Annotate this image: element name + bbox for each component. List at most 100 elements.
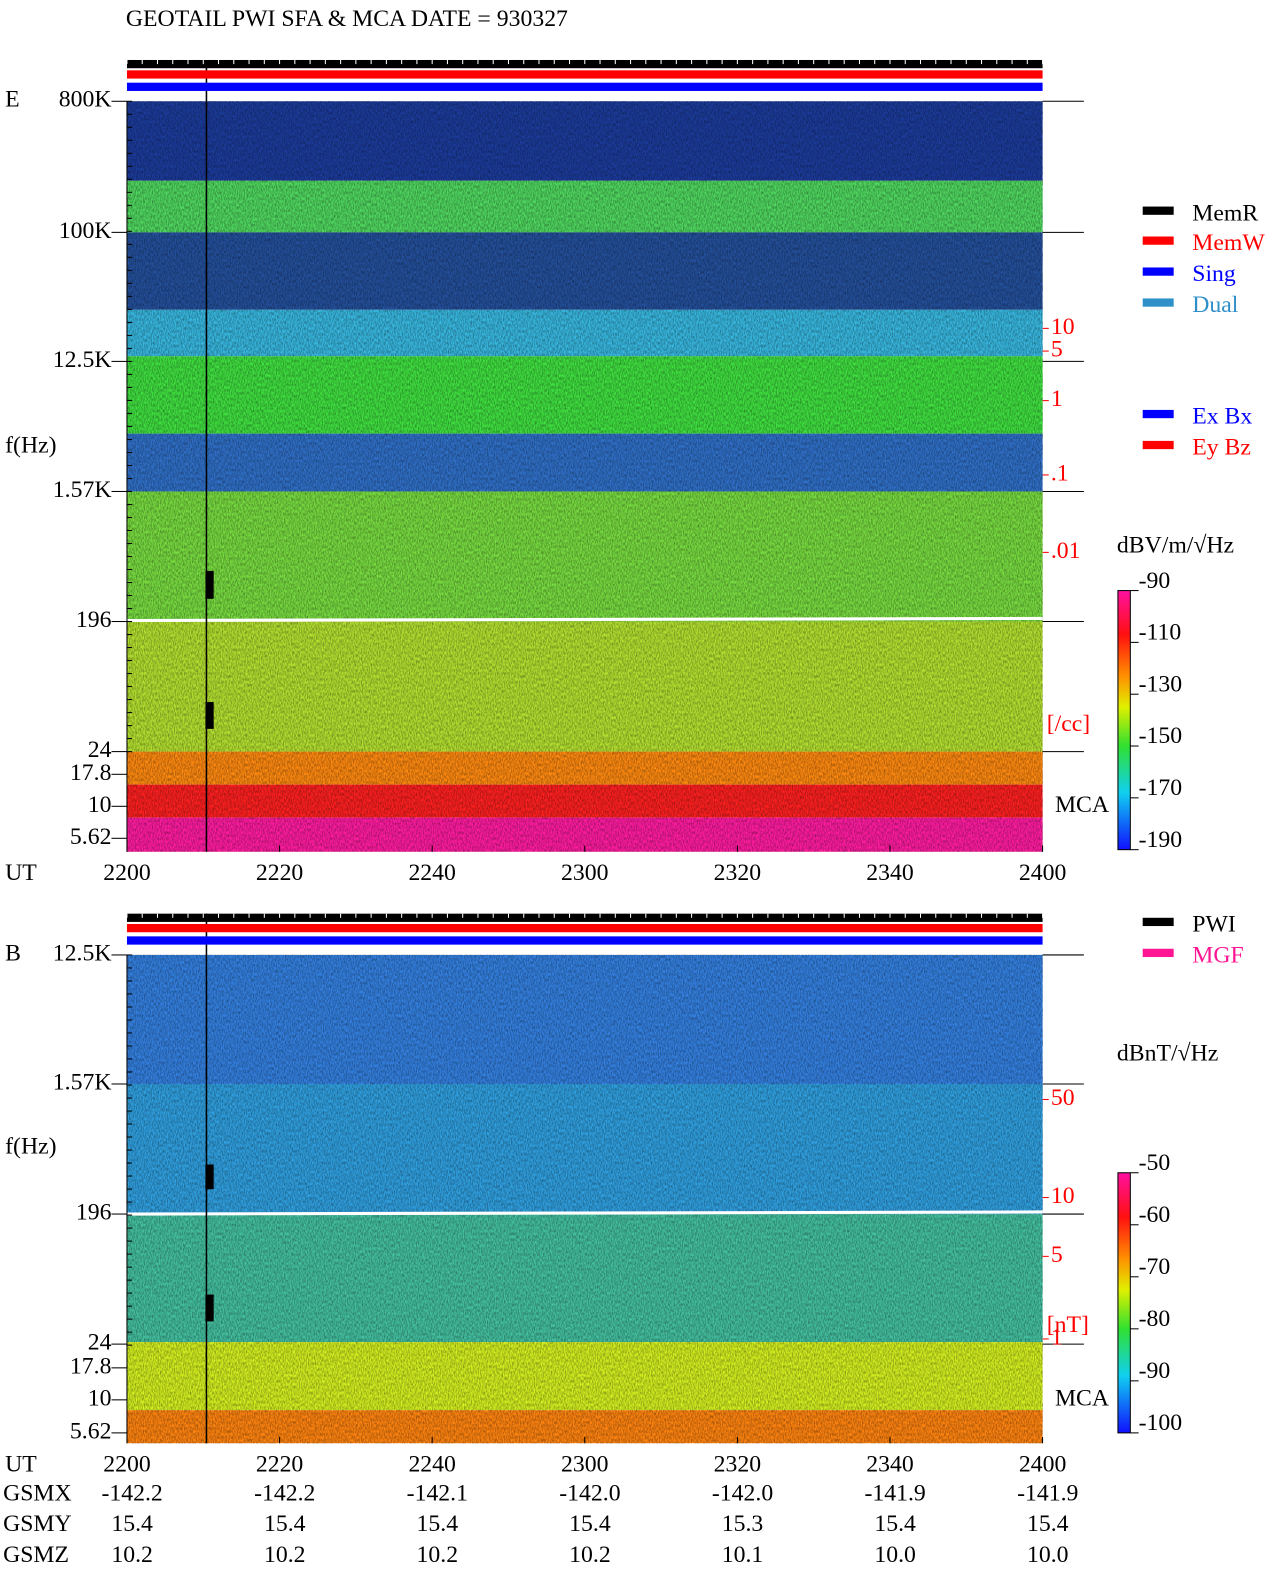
orbit-value: 15.4 bbox=[111, 1511, 153, 1537]
gap-block bbox=[205, 1164, 214, 1190]
time-tick-label: 2200 bbox=[103, 860, 150, 886]
orbit-value: 10.2 bbox=[111, 1542, 153, 1568]
orbit-value: 10.0 bbox=[1027, 1542, 1069, 1568]
freq-tick-label: 10 bbox=[88, 792, 112, 818]
spectrogram-noise bbox=[126, 954, 1043, 1444]
orbit-value: -142.0 bbox=[559, 1480, 620, 1506]
time-tick-label: 2340 bbox=[866, 860, 913, 886]
legend-label: Ex Bx bbox=[1192, 404, 1252, 430]
legend-swatch bbox=[1142, 236, 1174, 245]
orbit-value: 15.4 bbox=[569, 1511, 611, 1537]
legend-label: MGF bbox=[1192, 942, 1243, 968]
density-tick-label: 1 bbox=[1051, 1324, 1063, 1350]
orbit-row-label: GSMZ bbox=[3, 1542, 69, 1568]
legend-swatch bbox=[1142, 948, 1174, 958]
legend-label: Ey Bz bbox=[1192, 435, 1251, 461]
time-tick-label: 2220 bbox=[256, 860, 303, 886]
freq-tick-label: 1.57K bbox=[53, 1069, 112, 1095]
density-tick-label: 1 bbox=[1051, 386, 1063, 412]
time-tick-label: 2320 bbox=[714, 1451, 761, 1477]
freq-tick-label: 800K bbox=[59, 87, 112, 113]
orbit-value: -142.1 bbox=[407, 1480, 468, 1506]
orbit-value: -141.9 bbox=[864, 1480, 925, 1506]
colorbar-tick-label: -90 bbox=[1139, 1358, 1171, 1384]
orbit-row-label: GSMY bbox=[3, 1511, 72, 1537]
time-tick-label: 2200 bbox=[103, 1451, 150, 1477]
status-bar bbox=[126, 923, 1043, 933]
density-tick-label: .1 bbox=[1051, 460, 1069, 486]
time-tick-label: 2240 bbox=[408, 1451, 455, 1477]
legend-swatch bbox=[1142, 206, 1174, 215]
orbit-value: 15.3 bbox=[722, 1511, 764, 1537]
freq-tick-label: 10 bbox=[88, 1385, 112, 1411]
orbit-value: 10.2 bbox=[417, 1542, 459, 1568]
colorbar-tick-label: -150 bbox=[1139, 723, 1183, 749]
title: GEOTAIL PWI SFA & MCA DATE = 930327 bbox=[126, 6, 568, 32]
y-axis-label: f(Hz) bbox=[5, 1133, 56, 1159]
freq-tick-label: 17.8 bbox=[70, 760, 112, 786]
freq-tick-label: 12.5K bbox=[53, 940, 112, 966]
mca-label: MCA bbox=[1055, 792, 1109, 818]
time-axis-label: UT bbox=[5, 860, 37, 886]
density-tick-label: 50 bbox=[1051, 1085, 1075, 1111]
density-unit: [/cc] bbox=[1047, 711, 1090, 737]
gap-block bbox=[205, 1294, 214, 1322]
colorbar-tick-label: -190 bbox=[1139, 827, 1183, 853]
legend-label: Sing bbox=[1192, 261, 1236, 287]
colorbar-tick-label: -170 bbox=[1139, 775, 1183, 801]
freq-tick-label: 17.8 bbox=[70, 1353, 112, 1379]
legend-swatch bbox=[1142, 298, 1174, 307]
orbit-value: 15.4 bbox=[264, 1511, 306, 1537]
colorbar bbox=[1117, 590, 1131, 851]
colorbar-tick-label: -110 bbox=[1139, 620, 1182, 646]
freq-tick-label: 196 bbox=[76, 1200, 112, 1226]
time-axis-label: UT bbox=[5, 1451, 37, 1477]
legend-swatch bbox=[1142, 440, 1174, 450]
mca-label: MCA bbox=[1055, 1385, 1109, 1411]
orbit-value: -141.9 bbox=[1017, 1480, 1078, 1506]
legend-label: MemW bbox=[1192, 230, 1265, 256]
orbit-value: 10.0 bbox=[874, 1542, 916, 1568]
status-bar bbox=[126, 70, 1043, 79]
colorbar-tick-label: -80 bbox=[1139, 1306, 1171, 1332]
colorbar-tick-label: -100 bbox=[1139, 1410, 1183, 1436]
density-tick-label: 5 bbox=[1051, 1242, 1063, 1268]
orbit-row-label: GSMX bbox=[3, 1480, 72, 1506]
legend-label: Dual bbox=[1192, 292, 1239, 318]
freq-tick-label: 12.5K bbox=[53, 347, 112, 373]
time-tick-label: 2220 bbox=[256, 1451, 303, 1477]
legend-swatch bbox=[1142, 409, 1174, 419]
orbit-value: 10.2 bbox=[569, 1542, 611, 1568]
electron-freq-line bbox=[126, 616, 1043, 623]
legend-label: PWI bbox=[1192, 912, 1236, 938]
density-tick-label: 5 bbox=[1051, 337, 1063, 363]
colorbar-tick-label: -50 bbox=[1139, 1150, 1171, 1176]
legend-label: MemR bbox=[1192, 200, 1258, 226]
gap-block bbox=[205, 570, 214, 599]
orbit-value: -142.2 bbox=[101, 1480, 162, 1506]
colorbar-tick-label: -90 bbox=[1139, 568, 1171, 594]
freq-tick-label: 5.62 bbox=[70, 1418, 112, 1444]
status-bar bbox=[126, 82, 1043, 91]
colorbar-tick-label: -130 bbox=[1139, 671, 1183, 697]
orbit-value: 15.4 bbox=[874, 1511, 916, 1537]
orbit-value: 15.4 bbox=[1027, 1511, 1069, 1537]
spectrogram-noise bbox=[126, 101, 1043, 852]
freq-tick-label: 196 bbox=[76, 607, 112, 633]
freq-tick-label: 24 bbox=[88, 737, 112, 763]
orbit-value: 15.4 bbox=[417, 1511, 459, 1537]
time-tick-label: 2400 bbox=[1019, 860, 1066, 886]
time-tick-label: 2400 bbox=[1019, 1451, 1066, 1477]
electron-freq-line bbox=[126, 1210, 1043, 1216]
time-tick-label: 2340 bbox=[866, 1451, 913, 1477]
time-tick-label: 2300 bbox=[561, 1451, 608, 1477]
colorbar-unit: dBnT/√Hz bbox=[1117, 1041, 1218, 1067]
time-tick-label: 2240 bbox=[408, 860, 455, 886]
gap-block bbox=[205, 702, 214, 729]
colorbar-tick-label: -60 bbox=[1139, 1202, 1171, 1228]
legend-swatch bbox=[1142, 267, 1174, 276]
freq-tick-label: 100K bbox=[59, 218, 112, 244]
time-tick-label: 2320 bbox=[714, 860, 761, 886]
freq-tick-label: 5.62 bbox=[70, 824, 112, 850]
freq-tick-label: 24 bbox=[88, 1330, 112, 1356]
